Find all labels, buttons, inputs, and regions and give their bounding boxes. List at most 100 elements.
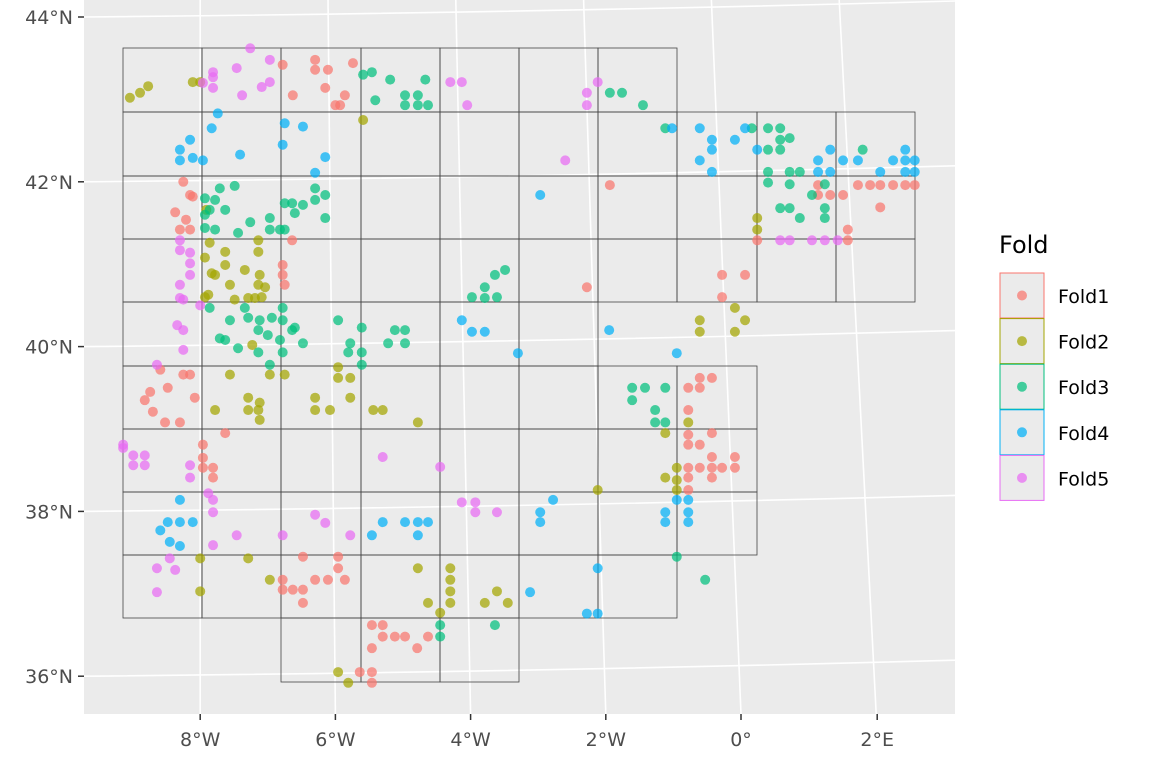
point-fold3 bbox=[370, 95, 381, 106]
point-fold2 bbox=[254, 414, 265, 425]
legend: Fold Fold1 Fold2 Fold3 Fold4 Fold5 bbox=[999, 231, 1109, 501]
point-fold3 bbox=[214, 183, 225, 194]
point-fold4 bbox=[706, 166, 717, 177]
point-fold4 bbox=[667, 123, 678, 134]
point-fold3 bbox=[400, 325, 411, 336]
point-fold3 bbox=[289, 322, 300, 333]
point-fold1 bbox=[354, 667, 365, 678]
point-fold3 bbox=[617, 87, 628, 98]
point-fold2 bbox=[435, 607, 446, 618]
point-fold4 bbox=[706, 144, 717, 155]
point-fold4 bbox=[671, 348, 682, 359]
point-fold3 bbox=[794, 213, 805, 224]
point-fold3 bbox=[277, 302, 288, 313]
point-fold4 bbox=[535, 517, 546, 528]
point-fold1 bbox=[581, 282, 592, 293]
point-fold1 bbox=[208, 462, 219, 473]
point-fold2 bbox=[187, 77, 198, 88]
point-fold1 bbox=[838, 189, 849, 200]
point-fold1 bbox=[347, 58, 358, 69]
point-fold5 bbox=[581, 100, 592, 111]
point-fold3 bbox=[253, 325, 264, 336]
point-fold3 bbox=[627, 395, 638, 406]
point-fold3 bbox=[660, 417, 671, 428]
spatial-block bbox=[835, 238, 916, 303]
point-fold2 bbox=[310, 405, 321, 416]
point-fold4 bbox=[581, 608, 592, 619]
point-fold2 bbox=[254, 397, 265, 408]
point-fold4 bbox=[813, 166, 824, 177]
point-fold1 bbox=[279, 279, 290, 290]
point-fold1 bbox=[412, 643, 423, 654]
point-fold1 bbox=[865, 180, 876, 191]
point-fold4 bbox=[155, 525, 166, 536]
point-fold1 bbox=[752, 235, 763, 246]
point-fold4 bbox=[525, 587, 536, 598]
point-fold3 bbox=[229, 180, 240, 191]
point-fold5 bbox=[185, 460, 196, 471]
point-fold1 bbox=[287, 235, 298, 246]
point-fold1 bbox=[852, 180, 863, 191]
point-fold3 bbox=[310, 194, 321, 205]
point-fold2 bbox=[210, 405, 221, 416]
point-fold4 bbox=[706, 134, 717, 145]
point-fold2 bbox=[412, 417, 423, 428]
point-fold3 bbox=[245, 217, 256, 228]
point-fold1 bbox=[277, 269, 288, 280]
point-fold4 bbox=[729, 134, 740, 145]
point-fold4 bbox=[671, 494, 682, 505]
legend-title: Fold bbox=[999, 231, 1049, 259]
point-fold1 bbox=[185, 369, 196, 380]
point-fold1 bbox=[178, 176, 189, 187]
point-fold4 bbox=[900, 155, 911, 166]
point-fold3 bbox=[224, 315, 235, 326]
point-fold1 bbox=[174, 224, 185, 235]
point-fold5 bbox=[185, 247, 196, 258]
point-fold3 bbox=[763, 144, 774, 155]
point-fold4 bbox=[187, 517, 198, 528]
point-fold1 bbox=[825, 189, 836, 200]
point-fold3 bbox=[343, 347, 354, 358]
point-fold4 bbox=[235, 149, 246, 160]
point-fold2 bbox=[683, 417, 694, 428]
point-fold3 bbox=[400, 338, 411, 349]
point-fold1 bbox=[604, 180, 615, 191]
point-fold5 bbox=[445, 77, 456, 88]
point-fold4 bbox=[604, 325, 615, 336]
point-fold2 bbox=[199, 292, 210, 303]
point-fold3 bbox=[423, 100, 434, 111]
point-fold2 bbox=[502, 597, 513, 608]
legend-label: Fold1 bbox=[1058, 286, 1109, 308]
point-fold4 bbox=[535, 189, 546, 200]
point-fold5 bbox=[174, 235, 185, 246]
point-fold4 bbox=[888, 155, 899, 166]
point-fold3 bbox=[264, 224, 275, 235]
point-fold2 bbox=[345, 372, 356, 383]
point-fold1 bbox=[377, 620, 388, 631]
point-fold3 bbox=[210, 224, 221, 235]
legend-key-point bbox=[1017, 336, 1027, 347]
y-tick-label: 40°N bbox=[25, 337, 73, 359]
legend-item-fold1: Fold1 bbox=[999, 272, 1109, 319]
point-fold4 bbox=[479, 326, 490, 337]
point-fold5 bbox=[581, 87, 592, 98]
point-fold2 bbox=[479, 597, 490, 608]
x-tick-label: 8°W bbox=[180, 729, 221, 751]
point-fold2 bbox=[729, 302, 740, 313]
point-fold1 bbox=[900, 180, 911, 191]
point-fold3 bbox=[489, 620, 500, 631]
point-fold5 bbox=[592, 77, 603, 88]
point-fold3 bbox=[819, 203, 830, 214]
point-fold1 bbox=[400, 631, 411, 642]
point-fold5 bbox=[470, 507, 481, 518]
point-fold4 bbox=[852, 155, 863, 166]
point-fold5 bbox=[185, 472, 196, 483]
point-fold1 bbox=[277, 59, 288, 70]
point-fold4 bbox=[174, 541, 185, 552]
legend-item-fold5: Fold5 bbox=[999, 454, 1109, 501]
point-fold3 bbox=[671, 551, 682, 562]
point-fold3 bbox=[233, 343, 244, 354]
point-fold2 bbox=[333, 667, 344, 678]
point-fold2 bbox=[224, 369, 235, 380]
x-tick-label: 2°W bbox=[586, 729, 627, 751]
